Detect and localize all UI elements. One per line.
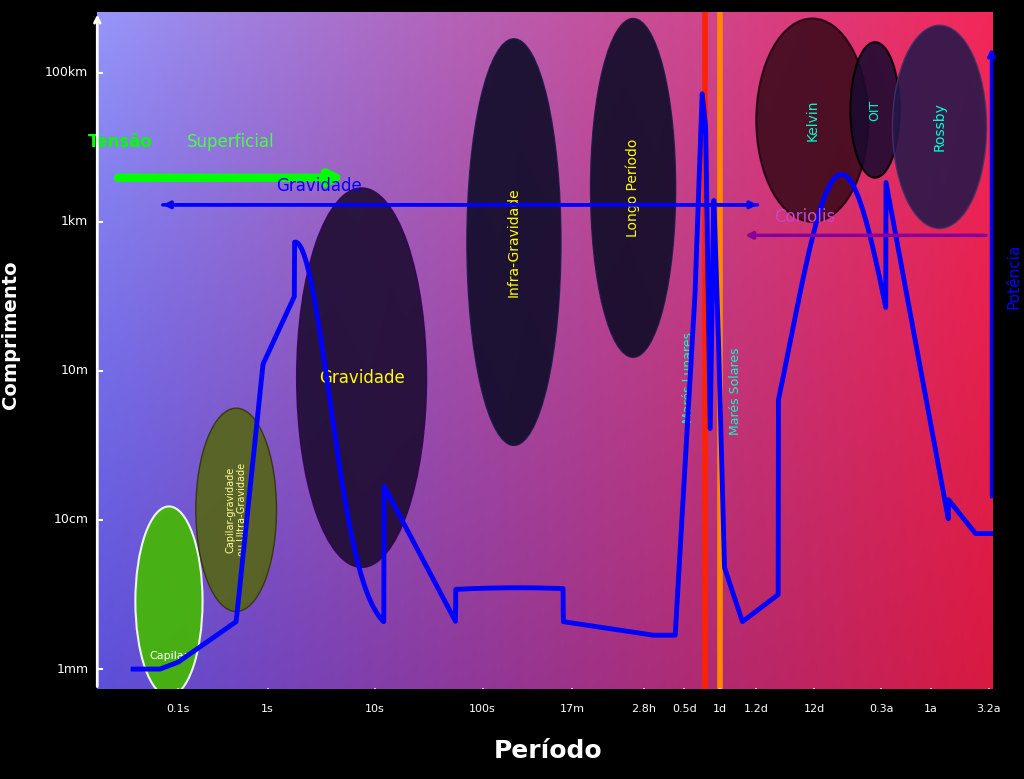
Text: Capilar-gravidade
ou Ultra-Gravidade: Capilar-gravidade ou Ultra-Gravidade [225,464,247,556]
Text: Marés Lunares: Marés Lunares [682,332,695,423]
Text: 10cm: 10cm [53,513,88,527]
Text: 10s: 10s [366,704,385,714]
Text: Kelvin: Kelvin [805,100,819,141]
Text: 1s: 1s [261,704,273,714]
Text: Marés Solares: Marés Solares [729,347,741,435]
Text: 17m: 17m [560,704,585,714]
Text: Período: Período [494,739,602,763]
Ellipse shape [467,39,561,446]
Ellipse shape [196,408,276,612]
Text: 2.8h: 2.8h [632,704,656,714]
Text: 100s: 100s [469,704,496,714]
Text: Rossby: Rossby [933,103,946,151]
Text: 100km: 100km [45,66,88,79]
Text: 1mm: 1mm [56,663,88,675]
Text: Longo Período: Longo Período [626,139,640,237]
Text: 1km: 1km [61,215,88,228]
Text: Potência: Potência [1007,243,1022,308]
Text: Gravidade: Gravidade [318,368,404,386]
Text: Superficial: Superficial [186,132,274,150]
Text: 1d: 1d [713,704,727,714]
Text: Coriolis: Coriolis [774,208,835,226]
Text: Infra-Gravidade: Infra-Gravidade [507,187,521,297]
Ellipse shape [297,188,427,567]
Ellipse shape [850,42,900,178]
Text: Comprimento: Comprimento [1,261,19,409]
Text: 1a: 1a [924,704,938,714]
Text: 0.3a: 0.3a [869,704,894,714]
Ellipse shape [591,19,676,358]
Text: Capilar: Capilar [150,650,188,661]
Ellipse shape [893,25,986,228]
Text: Tensão: Tensão [88,132,153,150]
Text: 12d: 12d [804,704,824,714]
Text: 0.5d: 0.5d [672,704,696,714]
Text: 10m: 10m [60,365,88,377]
Text: OIT: OIT [868,100,882,121]
Ellipse shape [757,19,868,222]
Text: Gravidade: Gravidade [276,178,362,196]
Ellipse shape [135,506,203,696]
Text: 0.1s: 0.1s [166,704,189,714]
Text: 3.2a: 3.2a [977,704,1001,714]
Text: 1.2d: 1.2d [743,704,768,714]
